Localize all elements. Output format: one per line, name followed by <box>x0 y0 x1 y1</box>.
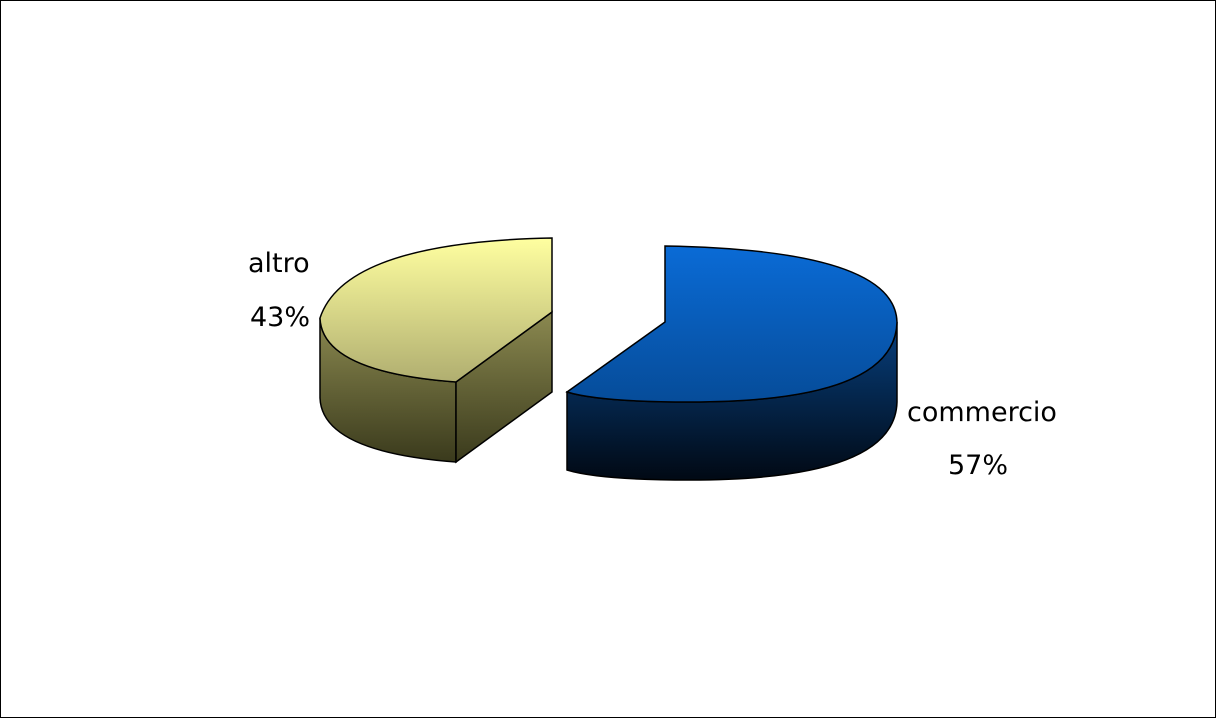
label-altro-category: altro <box>248 248 310 279</box>
label-altro-percent: 43% <box>250 302 310 333</box>
pie-slice-altro <box>319 237 553 464</box>
pie-slice-commercio <box>565 245 898 481</box>
label-commercio-percent: 57% <box>948 450 1008 481</box>
altro-slice-top <box>319 237 553 383</box>
commercio-slice-top <box>565 245 898 403</box>
label-commercio-category: commercio <box>907 397 1057 428</box>
